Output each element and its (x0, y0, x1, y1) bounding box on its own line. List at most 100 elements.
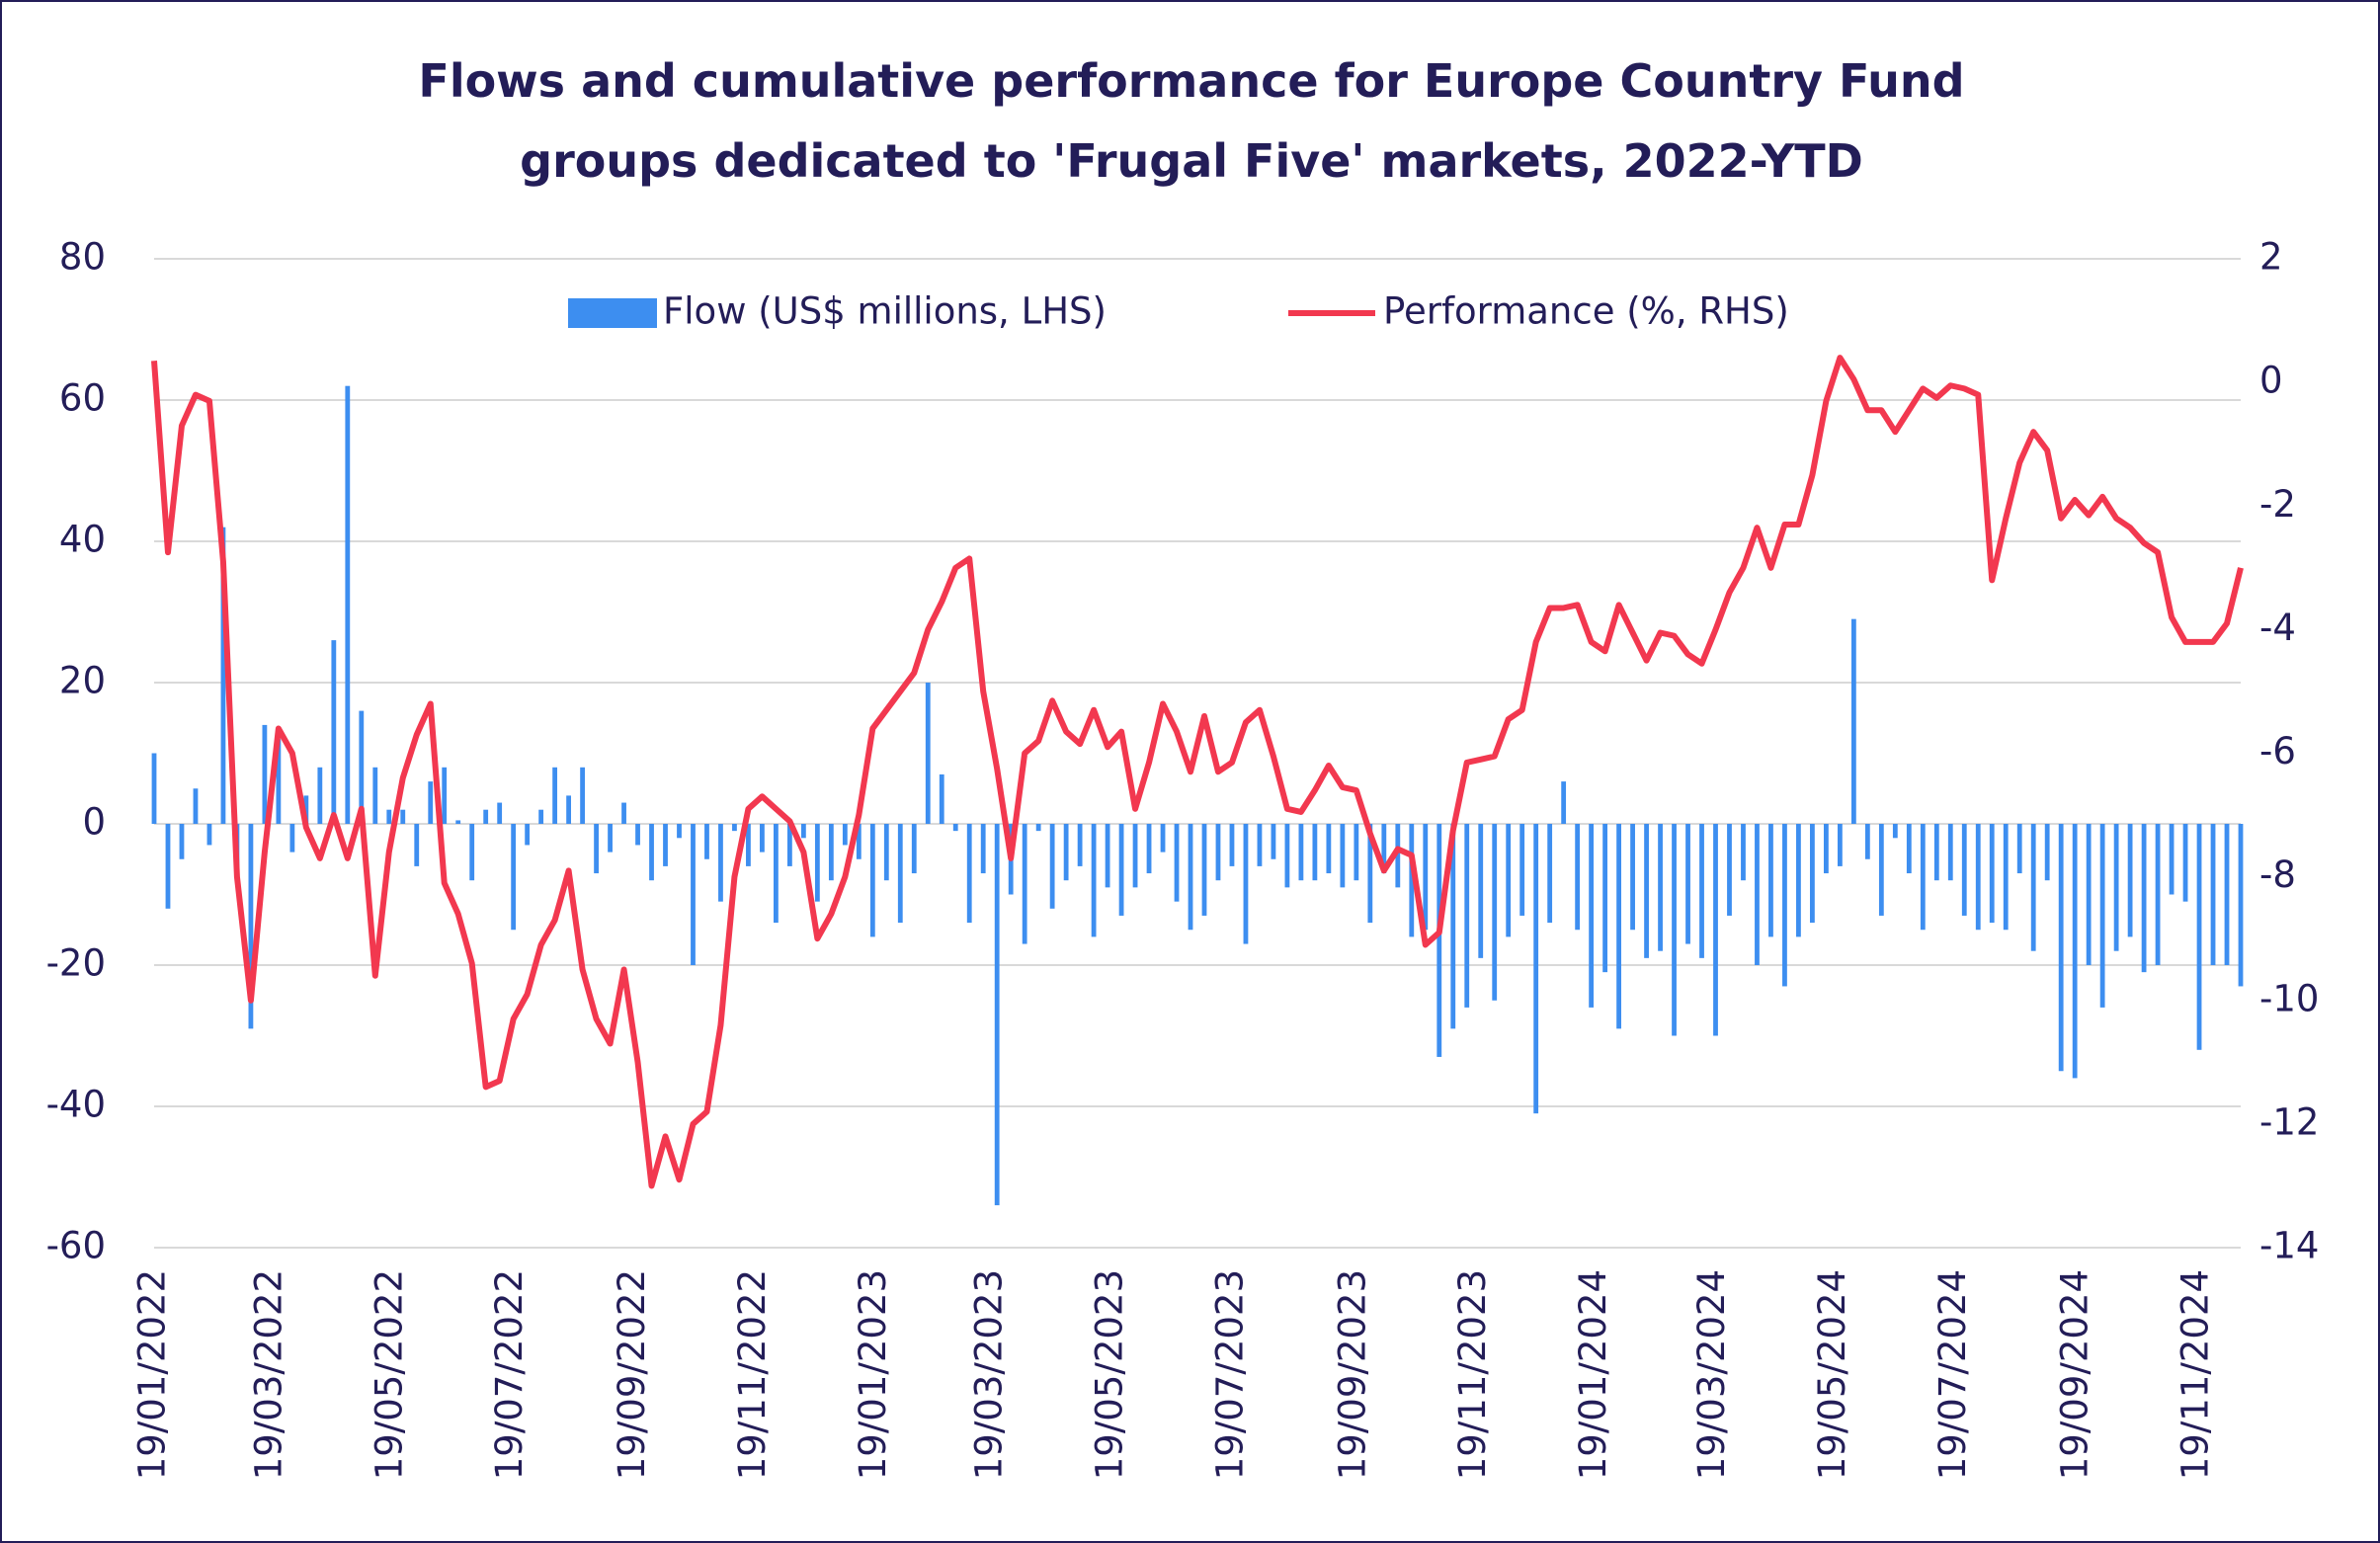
y-tick-label: 80 (59, 236, 106, 279)
bar (1201, 824, 1207, 916)
bar (1146, 824, 1152, 874)
x-tick-label: 19/07/2024 (1931, 1269, 1974, 1480)
bar (814, 824, 820, 902)
y-tick-label: 0 (82, 801, 106, 844)
bar (1312, 824, 1318, 881)
y-tick-label: -20 (46, 942, 106, 985)
bar (179, 824, 185, 859)
bar (1354, 824, 1359, 881)
bar (718, 824, 723, 902)
x-tick-label: 19/11/2023 (1451, 1269, 1494, 1480)
bar (1298, 824, 1304, 881)
bar (691, 824, 696, 965)
x-tick-label: 19/11/2024 (2175, 1269, 2217, 1480)
y2-tick-label: 0 (2259, 360, 2283, 402)
bar (1906, 824, 1912, 874)
bar (1381, 824, 1387, 874)
bar (621, 802, 626, 824)
bar (2155, 824, 2161, 965)
bar (193, 788, 199, 824)
bar (165, 824, 171, 909)
bar (2224, 824, 2230, 965)
bar (442, 767, 448, 824)
x-tick-label: 19/03/2024 (1690, 1269, 1733, 1480)
bar (400, 809, 406, 824)
x-tick-label: 19/03/2023 (968, 1269, 1011, 1480)
bar (552, 767, 558, 824)
bar (1699, 824, 1704, 958)
bar (649, 824, 654, 881)
y2-tick-label: -8 (2259, 853, 2296, 896)
bar (1810, 824, 1815, 924)
bar (952, 824, 958, 832)
bar (1035, 824, 1041, 832)
bar (1961, 824, 1967, 916)
bar (566, 795, 572, 824)
bar (800, 824, 806, 839)
bar (2127, 824, 2133, 937)
bar (1727, 824, 1732, 916)
bar (2016, 824, 2022, 874)
bar (1575, 824, 1581, 931)
bar (1492, 824, 1498, 1001)
y-tick-label: 20 (59, 660, 106, 702)
bar (1174, 824, 1180, 902)
bar (1920, 824, 1926, 931)
bar (497, 802, 503, 824)
bar (2141, 824, 2147, 973)
x-tick-label: 19/11/2022 (731, 1269, 774, 1480)
bar (1892, 824, 1898, 839)
bar (289, 824, 295, 853)
bar (1049, 824, 1055, 909)
bar (994, 824, 1000, 1206)
bar (1933, 824, 1939, 881)
bar (1630, 824, 1635, 931)
bar (608, 824, 613, 853)
bar (786, 824, 792, 866)
bar (1685, 824, 1690, 944)
x-tick-label: 19/09/2022 (611, 1269, 653, 1480)
bar (1436, 824, 1442, 1057)
x-tick-label: 19/09/2023 (1331, 1269, 1373, 1480)
bar (1547, 824, 1553, 924)
bar (897, 824, 903, 924)
bar (1326, 824, 1332, 874)
y-tick-label: 40 (59, 519, 106, 561)
x-tick-label: 19/01/2024 (1572, 1269, 1614, 1480)
bar (1132, 824, 1138, 888)
bar (483, 809, 489, 824)
bar (1864, 824, 1870, 859)
bar (1589, 824, 1595, 1008)
bar (1409, 824, 1415, 937)
bar (2086, 824, 2092, 965)
y2-tick-label: -14 (2259, 1225, 2319, 1267)
bar (1478, 824, 1484, 958)
bar (760, 824, 765, 853)
bar (925, 683, 931, 824)
y-tick-label: -60 (46, 1225, 106, 1267)
bar (303, 795, 309, 824)
bar (1450, 824, 1456, 1029)
y2-tick-label: -10 (2259, 977, 2319, 1019)
y2-tick-label: -12 (2259, 1100, 2319, 1143)
chart-title: Flows and cumulative performance for Eur… (418, 54, 1965, 188)
bar (1658, 824, 1663, 951)
bar (1091, 824, 1097, 937)
bar (1823, 824, 1829, 874)
bar (883, 824, 889, 881)
bar (455, 820, 461, 824)
bar (966, 824, 972, 924)
bar (2058, 824, 2064, 1072)
x-tick-label: 19/05/2024 (1811, 1269, 1853, 1480)
bar (248, 824, 254, 1029)
bar (1519, 824, 1525, 916)
x-tick-label: 19/05/2023 (1089, 1269, 1131, 1480)
bar (1271, 824, 1276, 859)
legend-swatch (568, 298, 657, 328)
bar (276, 739, 282, 824)
y2-tick-label: -6 (2259, 730, 2296, 772)
x-tick-label: 19/01/2022 (131, 1269, 174, 1480)
bar (842, 824, 848, 846)
bar (1395, 824, 1401, 888)
